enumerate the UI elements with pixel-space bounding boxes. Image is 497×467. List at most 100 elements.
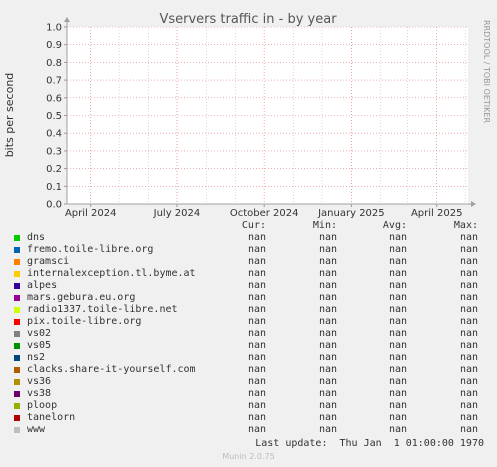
legend-value-cur: nan: [247, 280, 266, 291]
legend-item-name: vs02: [27, 328, 52, 339]
x-tick-label: July 2024: [153, 208, 201, 219]
legend-value-avg: nan: [388, 412, 407, 423]
legend-value-avg: nan: [388, 316, 407, 327]
legend-item: vs38 nan nan nan nan: [0, 388, 497, 400]
legend-item: pix.toile-libre.org nan nan nan nan: [0, 316, 497, 328]
legend-value-avg: nan: [388, 376, 407, 387]
legend-item: dns nan nan nan nan: [0, 232, 497, 244]
legend-item: vs02 nan nan nan nan: [0, 328, 497, 340]
legend-item: radio1337.toile-libre.net nan nan nan nan: [0, 304, 497, 316]
x-tick-label: January 2025: [317, 208, 385, 219]
legend-swatch: [14, 367, 20, 373]
chart: Vservers traffic in - by year bits per s…: [0, 0, 497, 220]
legend-swatch: [14, 331, 20, 337]
legend-value-max: nan: [459, 232, 478, 243]
legend-swatch: [14, 259, 20, 265]
y-tick-label: 0.5: [46, 111, 62, 122]
legend-value-max: nan: [459, 364, 478, 375]
legend-item: www nan nan nan nan: [0, 424, 497, 436]
legend-value-max: nan: [459, 280, 478, 291]
legend-item-name: internalexception.tl.byme.at: [27, 268, 196, 279]
legend-value-avg: nan: [388, 244, 407, 255]
legend-value-min: nan: [318, 340, 337, 351]
legend-swatch: [14, 235, 20, 241]
legend-value-max: nan: [459, 316, 478, 327]
legend-item-name: ns2: [27, 352, 46, 363]
y-tick-label: 0.7: [46, 76, 62, 87]
legend-swatch: [14, 295, 20, 301]
legend-value-avg: nan: [388, 280, 407, 291]
legend-item: vs05 nan nan nan nan: [0, 340, 497, 352]
legend-value-cur: nan: [247, 424, 266, 435]
legend-value-max: nan: [459, 424, 478, 435]
legend-value-avg: nan: [388, 352, 407, 363]
header-max: Max:: [453, 220, 478, 231]
legend-item-name: www: [27, 424, 46, 435]
last-update: Last update: Thu Jan 1 01:00:00 1970: [255, 438, 484, 449]
rrdtool-credit: RRDTOOL / TOBI OETIKER: [482, 20, 491, 123]
legend-value-avg: nan: [388, 232, 407, 243]
legend-item: fremo.toile-libre.org nan nan nan nan: [0, 244, 497, 256]
legend-value-min: nan: [318, 304, 337, 315]
legend-value-min: nan: [318, 388, 337, 399]
legend-value-avg: nan: [388, 364, 407, 375]
legend-item-name: ploop: [27, 400, 58, 411]
legend-item-name: radio1337.toile-libre.net: [27, 304, 178, 315]
y-tick-label: 0.9: [46, 40, 62, 51]
legend-swatch: [14, 307, 20, 313]
legend-item: vs36 nan nan nan nan: [0, 376, 497, 388]
legend-value-max: nan: [459, 244, 478, 255]
x-tick-label: October 2024: [230, 208, 299, 219]
footer-credit: Munin 2.0.75: [222, 452, 275, 461]
legend-value-min: nan: [318, 244, 337, 255]
y-axis-arrow: [64, 17, 70, 22]
y-tick-label: 0.8: [46, 58, 62, 69]
legend-value-avg: nan: [388, 400, 407, 411]
x-tick-label: April 2024: [65, 208, 116, 219]
legend-item-name: vs36: [27, 376, 52, 387]
legend-value-cur: nan: [247, 268, 266, 279]
legend-value-avg: nan: [388, 304, 407, 315]
legend-item: alpes nan nan nan nan: [0, 280, 497, 292]
legend-value-min: nan: [318, 400, 337, 411]
legend-item-name: vs38: [27, 388, 52, 399]
legend-value-min: nan: [318, 232, 337, 243]
legend-item-name: alpes: [27, 280, 58, 291]
y-tick-label: 0.2: [46, 164, 62, 175]
legend-value-cur: nan: [247, 244, 266, 255]
legend-item: clacks.share-it-yourself.com nan nan nan nan: [0, 364, 497, 376]
legend-value-max: nan: [459, 328, 478, 339]
legend-value-avg: nan: [388, 328, 407, 339]
legend-swatch: [14, 283, 20, 289]
y-tick-label: 0.6: [46, 93, 62, 104]
legend-value-cur: nan: [247, 388, 266, 399]
header-min: Min:: [312, 220, 337, 231]
legend-value-cur: nan: [247, 364, 266, 375]
legend-value-cur: nan: [247, 352, 266, 363]
chart-title: Vservers traffic in - by year: [159, 12, 337, 27]
legend-value-min: nan: [318, 328, 337, 339]
legend-swatch: [14, 319, 20, 325]
legend-item-name: mars.gebura.eu.org: [27, 292, 136, 303]
legend-value-cur: nan: [247, 328, 266, 339]
legend-value-max: nan: [459, 352, 478, 363]
legend-item: internalexception.tl.byme.at nan nan nan nan: [0, 268, 497, 280]
legend-item: gramsci nan nan nan nan: [0, 256, 497, 268]
legend-value-cur: nan: [247, 292, 266, 303]
legend-item-name: fremo.toile-libre.org: [27, 244, 154, 255]
legend-value-avg: nan: [388, 256, 407, 267]
legend-item-name: clacks.share-it-yourself.com: [27, 364, 196, 375]
legend: Cur: Min: Avg: Max: dns nan nan nan nan fremo…: [0, 220, 497, 436]
legend-value-min: nan: [318, 316, 337, 327]
legend-swatch: [14, 415, 20, 421]
legend-item: ns2 nan nan nan nan: [0, 352, 497, 364]
legend-value-min: nan: [318, 424, 337, 435]
legend-value-cur: nan: [247, 304, 266, 315]
legend-value-max: nan: [459, 340, 478, 351]
legend-value-avg: nan: [388, 292, 407, 303]
legend-value-min: nan: [318, 376, 337, 387]
legend-value-min: nan: [318, 364, 337, 375]
y-tick-label: 0.0: [46, 200, 62, 211]
legend-item: ploop nan nan nan nan: [0, 400, 497, 412]
legend-swatch: [14, 271, 20, 277]
